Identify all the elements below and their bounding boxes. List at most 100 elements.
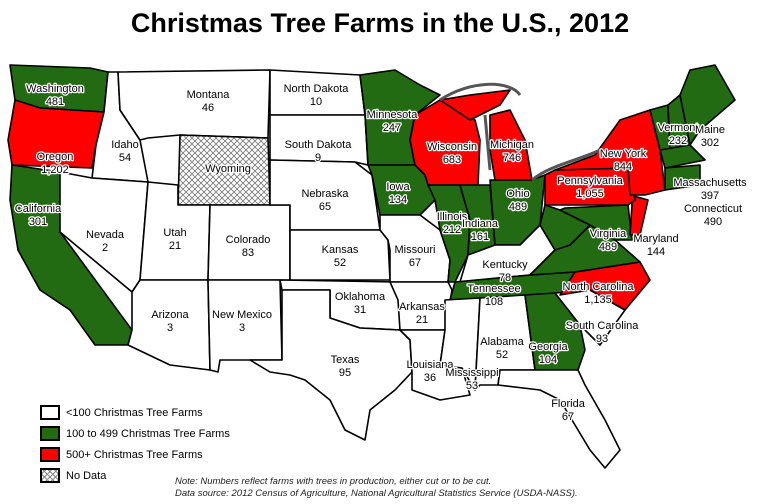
legend-label: 100 to 499 Christmas Tree Farms [66, 427, 230, 440]
state-name-label: Nevada [86, 229, 125, 241]
legend-swatch [40, 426, 60, 441]
state-name-label: Georgia [528, 341, 568, 353]
state-montana [117, 69, 271, 141]
state-name-label: Oregon [37, 151, 74, 163]
legend-item-under-100: <100 Christmas Tree Farms [40, 402, 230, 423]
legend-label: 500+ Christmas Tree Farms [66, 448, 203, 461]
state-value-label: 21 [169, 240, 181, 252]
state-name-label: Connecticut [684, 203, 742, 215]
state-name-label: North Carolina [563, 281, 635, 293]
state-name-label: Maryland [633, 233, 678, 245]
state-name-label: Washington [26, 83, 84, 95]
state-michigan-upper [439, 89, 511, 121]
state-name-label: North Dakota [284, 83, 350, 95]
state-value-label: 104 [539, 354, 557, 366]
state-name-label: Alabama [480, 336, 524, 348]
state-name-label: Maine [695, 124, 725, 136]
state-name-label: Louisiana [406, 359, 454, 371]
state-name-label: Wyoming [205, 163, 251, 175]
state-name-label: Vermont [658, 122, 699, 134]
state-name-label: Michigan [490, 139, 534, 151]
state-value-label: 490 [704, 216, 722, 228]
legend-swatch [40, 405, 60, 420]
state-value-label: 481 [46, 96, 64, 108]
state-south-dakota [269, 114, 369, 166]
state-name-label: Arkansas [399, 301, 445, 313]
state-name-label: California [15, 203, 62, 215]
legend-label: <100 Christmas Tree Farms [66, 406, 203, 419]
legend-swatch [40, 447, 60, 462]
state-value-label: 232 [669, 135, 687, 147]
state-name-label: Idaho [111, 139, 139, 151]
state-name-label: Ohio [506, 188, 529, 200]
state-value-label: 489 [509, 201, 527, 213]
state-name-label: Tennessee [467, 283, 520, 295]
legend: <100 Christmas Tree Farms 100 to 499 Chr… [40, 402, 230, 486]
state-name-label: Kentucky [482, 259, 528, 271]
state-value-label: 9 [315, 152, 321, 164]
state-value-label: 397 [701, 190, 719, 202]
note: Note: Numbers reflect farms with trees i… [175, 476, 492, 487]
state-value-label: 2 [102, 242, 108, 254]
state-kansas [289, 229, 391, 281]
state-name-label: Virginia [590, 228, 627, 240]
state-new-york [554, 109, 666, 196]
state-value-label: 95 [339, 367, 351, 379]
legend-item-500-plus: 500+ Christmas Tree Farms [40, 444, 230, 465]
state-name-label: South Carolina [566, 320, 640, 332]
state-value-label: 1,202 [41, 164, 69, 176]
state-value-label: 3 [167, 322, 173, 334]
state-value-label: 161 [471, 231, 489, 243]
state-value-label: 683 [443, 154, 461, 166]
state-value-label: 247 [383, 122, 401, 134]
state-florida [497, 369, 621, 469]
state-massachusetts [659, 144, 706, 169]
state-name-label: Minnesota [367, 109, 419, 121]
great-lakes-outline [439, 82, 601, 182]
state-value-label: 78 [499, 272, 511, 284]
state-value-label: 36 [424, 372, 436, 384]
state-value-label: 746 [503, 152, 521, 164]
state-name-label: Colorado [226, 234, 271, 246]
footnotes: Note: Numbers reflect farms with trees i… [175, 476, 578, 500]
legend-swatch [40, 468, 60, 483]
state-value-label: 489 [599, 241, 617, 253]
state-value-label: 83 [242, 247, 254, 259]
state-name-label: New Mexico [212, 309, 272, 321]
state-value-label: 3 [239, 322, 245, 334]
state-name-label: Florida [551, 398, 586, 410]
state-name-label: South Dakota [285, 139, 353, 151]
state-value-label: 52 [496, 349, 508, 361]
state-name-label: Massachusetts [673, 177, 747, 189]
state-value-label: 46 [202, 102, 214, 114]
state-value-label: 10 [310, 96, 322, 108]
state-name-label: Mississippi [445, 367, 498, 379]
state-name-label: Arizona [151, 309, 189, 321]
state-value-label: 31 [354, 304, 366, 316]
state-name-label: Illinois [437, 211, 468, 223]
state-value-label: 52 [334, 257, 346, 269]
map-title: Christmas Tree Farms in the U.S., 2012 [130, 8, 630, 38]
state-name-label: Oklahoma [335, 291, 386, 303]
data-source: Data source: 2012 Census of Agriculture,… [175, 488, 578, 499]
state-name-label: Wisconsin [427, 141, 477, 153]
state-value-label: 67 [409, 257, 421, 269]
state-value-label: 108 [485, 296, 503, 308]
state-value-label: 21 [416, 314, 428, 326]
state-value-label: 67 [562, 411, 574, 423]
state-value-label: 93 [596, 333, 608, 345]
state-name-label: Montana [187, 89, 231, 101]
legend-item-no-data: No Data [40, 465, 230, 486]
state-name-label: New York [600, 148, 647, 160]
state-value-label: 844 [614, 161, 632, 173]
state-value-label: 134 [389, 194, 407, 206]
state-value-label: 302 [701, 137, 719, 149]
state-connecticut [664, 164, 701, 191]
legend-label: No Data [66, 469, 107, 482]
state-value-label: 212 [443, 224, 461, 236]
state-name-label: Nebraska [301, 188, 349, 200]
state-value-label: 144 [647, 246, 665, 258]
state-name-label: Pennsylvania [557, 175, 623, 187]
state-value-label: 53 [466, 380, 478, 392]
